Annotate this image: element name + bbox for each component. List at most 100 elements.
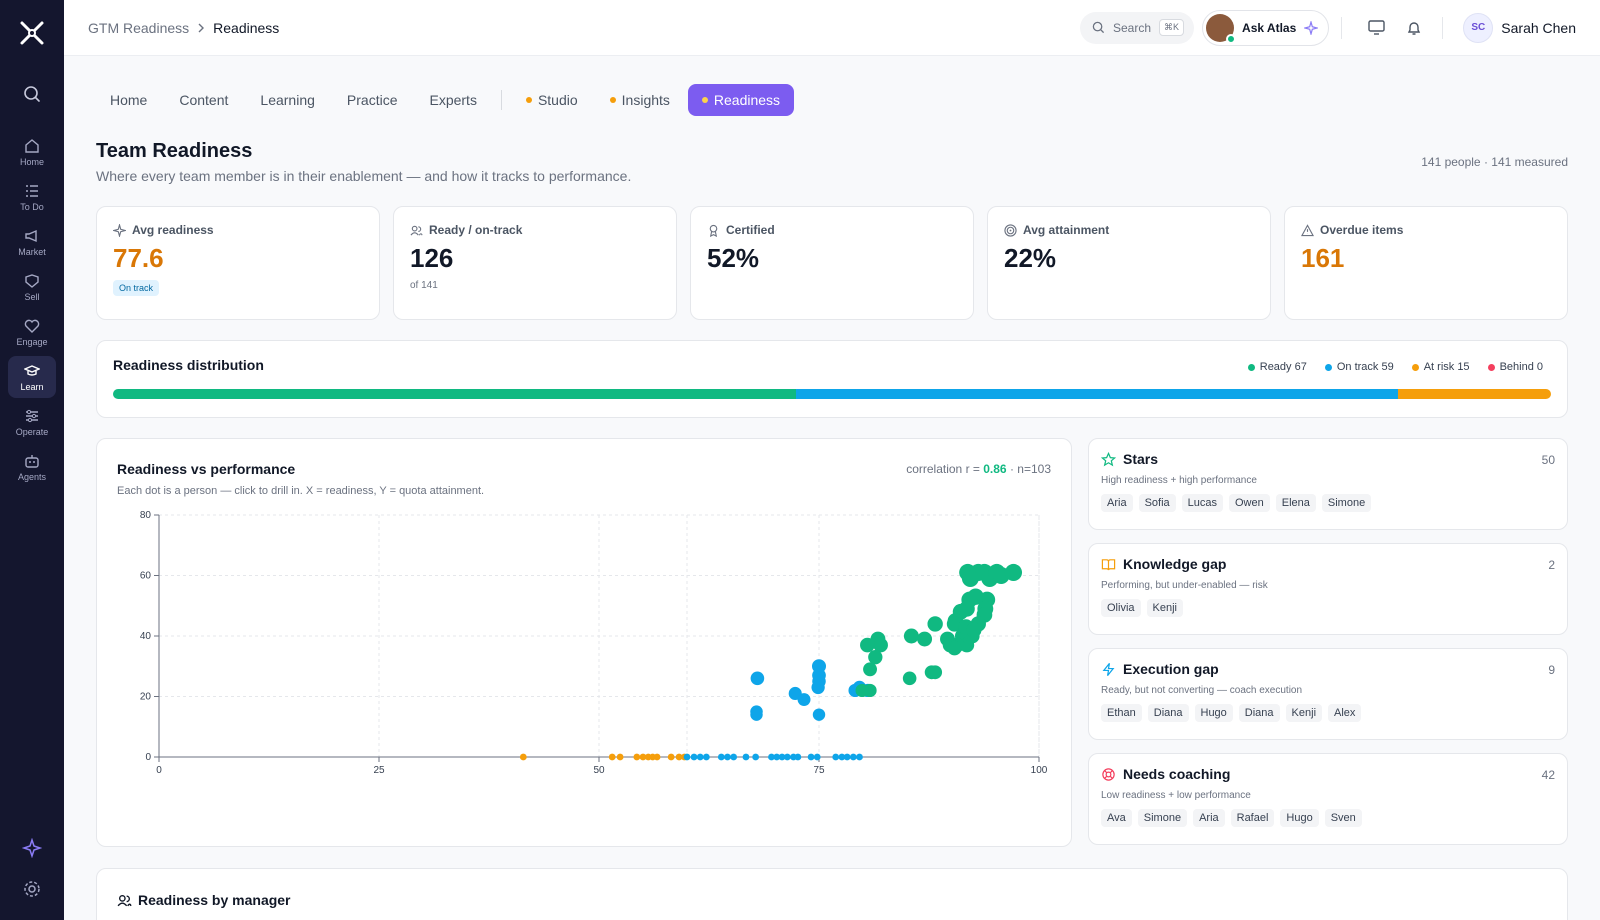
distribution-segment[interactable]: [1398, 389, 1551, 399]
data-point[interactable]: [902, 671, 917, 686]
data-point[interactable]: [752, 753, 760, 761]
person-chip[interactable]: Hugo: [1194, 704, 1233, 722]
data-point[interactable]: [724, 753, 731, 761]
data-point[interactable]: [917, 631, 933, 647]
data-point[interactable]: [730, 753, 738, 761]
data-point[interactable]: [794, 753, 802, 761]
person-chip[interactable]: Simone: [1321, 494, 1372, 512]
data-point[interactable]: [616, 753, 624, 761]
data-point[interactable]: [773, 753, 781, 761]
data-point[interactable]: [633, 753, 641, 761]
data-point[interactable]: [860, 637, 875, 653]
breadcrumb-parent[interactable]: GTM Readiness: [88, 19, 190, 36]
person-chip[interactable]: Simone: [1137, 809, 1188, 827]
data-point[interactable]: [750, 708, 763, 721]
data-point[interactable]: [653, 753, 661, 761]
data-point[interactable]: [1004, 563, 1023, 582]
distribution-segment[interactable]: [796, 389, 1398, 399]
data-point[interactable]: [855, 683, 869, 698]
data-point[interactable]: [742, 753, 750, 761]
person-chip[interactable]: Diana: [1238, 704, 1280, 722]
data-point[interactable]: [812, 708, 826, 721]
data-point[interactable]: [750, 671, 765, 686]
data-point[interactable]: [768, 753, 775, 761]
kpi-overdue-items[interactable]: Overdue items 161: [1284, 206, 1568, 320]
person-chip[interactable]: Rafael: [1230, 809, 1275, 827]
data-point[interactable]: [856, 753, 863, 761]
person-chip[interactable]: Olivia: [1101, 599, 1141, 617]
ask-atlas-button[interactable]: Ask Atlas: [1202, 9, 1330, 46]
data-point[interactable]: [947, 640, 962, 656]
kpi-certified[interactable]: Certified 52%: [690, 206, 974, 320]
data-point[interactable]: [873, 637, 888, 653]
rail-search-button[interactable]: [12, 74, 52, 114]
data-point[interactable]: [966, 622, 982, 638]
nav-home[interactable]: Home: [8, 131, 56, 173]
tab-home[interactable]: Home: [96, 84, 161, 116]
segment-card-knowledge-gap[interactable]: Knowledge gap 2 Performing, but under-en…: [1088, 543, 1568, 635]
person-chip[interactable]: Hugo: [1280, 809, 1319, 827]
global-search-button[interactable]: Search ⌘K: [1079, 11, 1195, 44]
person-chip[interactable]: Owen: [1229, 494, 1270, 512]
nav-learn[interactable]: Learn: [8, 356, 56, 398]
notifications-button[interactable]: [1398, 20, 1430, 36]
app-logo-icon[interactable]: [17, 18, 47, 48]
display-button[interactable]: [1360, 20, 1392, 35]
segment-card-execution-gap[interactable]: Execution gap 9 Ready, but not convertin…: [1088, 648, 1568, 740]
person-chip[interactable]: Diana: [1147, 704, 1189, 722]
person-chip[interactable]: Elena: [1275, 494, 1316, 512]
data-point[interactable]: [519, 753, 527, 761]
person-chip[interactable]: Ava: [1101, 809, 1132, 827]
nav-sell[interactable]: Sell: [8, 266, 56, 308]
tab-learning[interactable]: Learning: [246, 84, 329, 116]
data-point[interactable]: [717, 753, 725, 761]
data-point[interactable]: [838, 753, 846, 761]
data-point[interactable]: [807, 753, 815, 761]
tab-content[interactable]: Content: [165, 84, 242, 116]
person-chip[interactable]: Lucas: [1181, 494, 1223, 512]
data-point[interactable]: [696, 753, 704, 761]
settings-gear-icon[interactable]: [23, 880, 41, 898]
person-chip[interactable]: Ethan: [1101, 704, 1142, 722]
data-point[interactable]: [675, 753, 683, 761]
data-point[interactable]: [683, 753, 691, 761]
ai-sparkle-icon[interactable]: [22, 838, 42, 858]
person-chip[interactable]: Aria: [1193, 809, 1225, 827]
tab-insights[interactable]: Insights: [596, 84, 684, 116]
nav-agents[interactable]: Agents: [8, 446, 56, 488]
person-chip[interactable]: Kenji: [1146, 599, 1183, 617]
nav-engage[interactable]: Engage: [8, 311, 56, 353]
tab-experts[interactable]: Experts: [415, 84, 490, 116]
data-point[interactable]: [639, 753, 647, 761]
data-point[interactable]: [783, 753, 791, 761]
tab-readiness[interactable]: Readiness: [687, 84, 795, 116]
tab-studio[interactable]: Studio: [512, 84, 592, 116]
data-point[interactable]: [928, 665, 943, 680]
data-point[interactable]: [849, 753, 857, 761]
person-chip[interactable]: Sven: [1324, 809, 1362, 827]
person-chip[interactable]: Sofia: [1138, 494, 1176, 512]
data-point[interactable]: [813, 753, 821, 761]
person-chip[interactable]: Kenji: [1285, 704, 1323, 722]
data-point[interactable]: [863, 662, 877, 677]
data-point[interactable]: [903, 628, 919, 644]
user-menu[interactable]: SC Sarah Chen: [1463, 12, 1576, 43]
kpi-avg-attainment[interactable]: Avg attainment 22%: [987, 206, 1271, 320]
segment-card-stars[interactable]: Stars 50 High readiness + high performan…: [1088, 438, 1568, 530]
nav-todo[interactable]: To Do: [8, 176, 56, 218]
person-chip[interactable]: Aria: [1101, 494, 1133, 512]
data-point[interactable]: [690, 753, 698, 761]
data-point[interactable]: [868, 650, 883, 665]
data-point[interactable]: [667, 753, 675, 761]
data-point[interactable]: [927, 616, 943, 632]
kpi-ready-on-track[interactable]: Ready / on-track 126 of 141: [393, 206, 677, 320]
data-point[interactable]: [843, 753, 851, 761]
data-point[interactable]: [832, 753, 840, 761]
kpi-avg-readiness[interactable]: Avg readiness 77.6 On track: [96, 206, 380, 320]
segment-card-needs-coaching[interactable]: Needs coaching 42 Low readiness + low pe…: [1088, 753, 1568, 845]
data-point[interactable]: [608, 753, 616, 761]
data-point[interactable]: [797, 693, 811, 706]
data-point[interactable]: [702, 753, 710, 761]
data-point[interactable]: [811, 680, 825, 695]
person-chip[interactable]: Alex: [1328, 704, 1362, 722]
